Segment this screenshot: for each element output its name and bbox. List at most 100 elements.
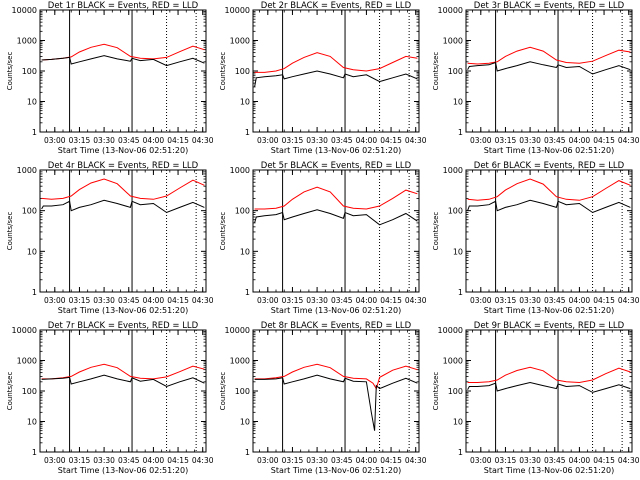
y-tick-label: 10000 bbox=[225, 6, 250, 15]
events-series-line bbox=[41, 374, 205, 388]
x-tick-label: 04:30 bbox=[618, 456, 640, 465]
y-tick-label: 100 bbox=[448, 207, 463, 216]
x-tick-label: 04:30 bbox=[405, 136, 427, 145]
chart-title: Det 7r BLACK = Events, RED = LLD bbox=[48, 321, 199, 331]
lld-series-line bbox=[254, 363, 418, 390]
x-tick-label: 03:30 bbox=[519, 456, 541, 465]
x-tick-label: 03:30 bbox=[519, 136, 541, 145]
events-series-line bbox=[254, 70, 418, 87]
plot-frame bbox=[465, 329, 633, 453]
y-tick-label: 10000 bbox=[438, 326, 463, 335]
x-tick-label: 03:00 bbox=[44, 296, 66, 305]
x-tick-label: 03:30 bbox=[519, 296, 541, 305]
x-tick-label: 03:00 bbox=[44, 456, 66, 465]
events-series-line bbox=[41, 199, 205, 214]
plot-frame bbox=[39, 169, 207, 293]
y-tick-label: 100 bbox=[448, 387, 463, 396]
x-tick-label: 03:30 bbox=[93, 456, 115, 465]
x-axis-label: Start Time (13-Nov-06 02:51:20) bbox=[271, 466, 401, 475]
x-tick-label: 03:15 bbox=[495, 136, 517, 145]
x-tick-label: 03:15 bbox=[282, 296, 304, 305]
x-tick-label: 03:45 bbox=[118, 296, 140, 305]
x-tick-label: 03:45 bbox=[118, 136, 140, 145]
chart-title: Det 1r BLACK = Events, RED = LLD bbox=[48, 1, 199, 11]
x-tick-label: 03:00 bbox=[257, 456, 279, 465]
x-tick-label: 04:15 bbox=[167, 136, 189, 145]
y-tick-label: 1 bbox=[32, 128, 37, 137]
x-axis-label: Start Time (13-Nov-06 02:51:20) bbox=[271, 306, 401, 315]
y-tick-label: 100 bbox=[22, 387, 37, 396]
x-tick-label: 04:15 bbox=[593, 136, 615, 145]
y-tick-label: 1 bbox=[245, 448, 250, 457]
x-tick-label: 03:15 bbox=[69, 136, 91, 145]
x-tick-label: 03:30 bbox=[93, 296, 115, 305]
x-tick-label: 04:15 bbox=[167, 296, 189, 305]
y-tick-label: 100 bbox=[235, 67, 250, 76]
x-tick-label: 03:00 bbox=[257, 136, 279, 145]
y-axis-label: Counts/sec bbox=[6, 372, 14, 411]
y-tick-label: 1 bbox=[245, 128, 250, 137]
x-tick-label: 04:00 bbox=[143, 456, 165, 465]
y-tick-label: 1000 bbox=[17, 166, 37, 175]
lld-series-line bbox=[254, 186, 418, 210]
y-tick-label: 100 bbox=[22, 207, 37, 216]
plot-frame bbox=[252, 329, 420, 453]
x-tick-label: 04:30 bbox=[405, 456, 427, 465]
x-tick-label: 03:00 bbox=[44, 136, 66, 145]
x-tick-label: 03:15 bbox=[495, 296, 517, 305]
chart-panel: Det 1r BLACK = Events, RED = LLD 1 10 100 10… bbox=[6, 1, 214, 155]
x-tick-label: 03:15 bbox=[282, 456, 304, 465]
y-tick-label: 10 bbox=[240, 418, 250, 427]
y-tick-label: 1 bbox=[32, 288, 37, 297]
x-tick-label: 04:00 bbox=[356, 456, 378, 465]
chart-title: Det 4r BLACK = Events, RED = LLD bbox=[48, 161, 199, 171]
x-tick-label: 04:30 bbox=[405, 296, 427, 305]
y-tick-label: 10 bbox=[27, 98, 37, 107]
events-series-line bbox=[467, 381, 631, 393]
y-tick-label: 10 bbox=[27, 418, 37, 427]
x-axis-label: Start Time (13-Nov-06 02:51:20) bbox=[271, 146, 401, 155]
x-tick-label: 04:15 bbox=[593, 456, 615, 465]
y-tick-label: 1000 bbox=[443, 166, 463, 175]
plot-frame bbox=[39, 329, 207, 453]
y-tick-label: 10 bbox=[453, 98, 463, 107]
x-tick-label: 04:15 bbox=[593, 296, 615, 305]
x-tick-label: 03:30 bbox=[306, 136, 328, 145]
y-tick-label: 1 bbox=[245, 288, 250, 297]
chart-panel: Det 6r BLACK = Events, RED = LLD 1 10 100 10… bbox=[432, 161, 640, 315]
events-series-line bbox=[467, 199, 631, 214]
x-tick-label: 04:00 bbox=[569, 136, 591, 145]
lld-series-line bbox=[467, 178, 631, 201]
chart-title: Det 9r BLACK = Events, RED = LLD bbox=[474, 321, 625, 331]
x-tick-label: 04:00 bbox=[143, 296, 165, 305]
x-tick-label: 03:00 bbox=[470, 456, 492, 465]
x-tick-label: 03:45 bbox=[544, 136, 566, 145]
plot-frame bbox=[252, 9, 420, 133]
events-series-line bbox=[254, 209, 418, 226]
x-tick-label: 04:00 bbox=[569, 456, 591, 465]
y-tick-label: 100 bbox=[235, 207, 250, 216]
x-tick-label: 03:45 bbox=[544, 296, 566, 305]
y-tick-label: 10000 bbox=[438, 6, 463, 15]
y-tick-label: 10000 bbox=[225, 326, 250, 335]
chart-title: Det 6r BLACK = Events, RED = LLD bbox=[474, 161, 625, 171]
x-tick-label: 03:15 bbox=[495, 456, 517, 465]
y-tick-label: 100 bbox=[448, 67, 463, 76]
x-tick-label: 03:15 bbox=[69, 456, 91, 465]
x-tick-label: 03:15 bbox=[69, 296, 91, 305]
y-axis-label: Counts/sec bbox=[219, 372, 227, 411]
x-tick-label: 04:30 bbox=[192, 136, 214, 145]
x-tick-label: 03:30 bbox=[93, 136, 115, 145]
x-tick-label: 04:15 bbox=[380, 296, 402, 305]
x-axis-label: Start Time (13-Nov-06 02:51:20) bbox=[484, 306, 614, 315]
x-tick-label: 04:00 bbox=[356, 136, 378, 145]
lld-series-line bbox=[41, 363, 205, 380]
y-tick-label: 1000 bbox=[230, 166, 250, 175]
y-tick-label: 1000 bbox=[443, 37, 463, 46]
y-axis-label: Counts/sec bbox=[6, 212, 14, 251]
y-tick-label: 10 bbox=[240, 98, 250, 107]
x-tick-label: 03:00 bbox=[470, 296, 492, 305]
y-tick-label: 10 bbox=[240, 247, 250, 256]
x-tick-label: 03:45 bbox=[331, 456, 353, 465]
